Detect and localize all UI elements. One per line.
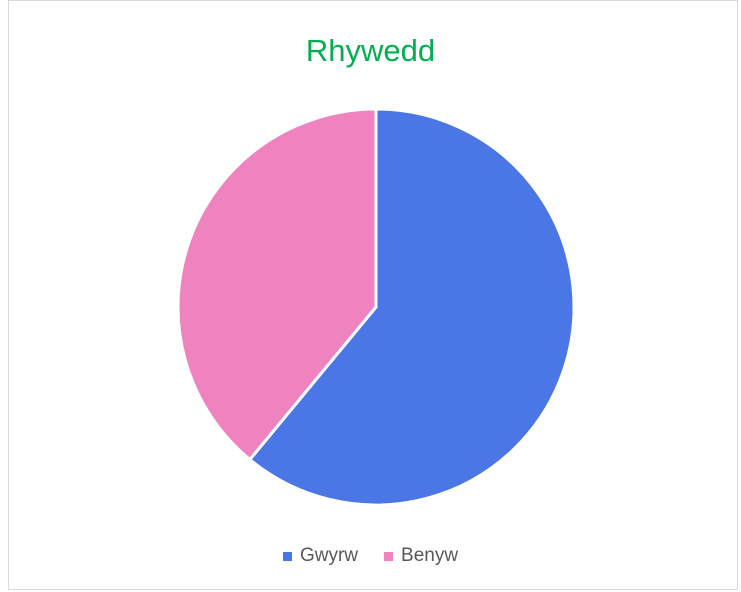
legend-label-benyw: Benyw bbox=[401, 545, 459, 566]
pie-slice-benyw bbox=[176, 107, 378, 462]
chart-legend: Gwyrw Benyw bbox=[0, 545, 741, 567]
legend-item-gwyrw: Gwyrw bbox=[282, 545, 359, 567]
pie-slice-gwyrw bbox=[248, 107, 576, 507]
chart-title: Rhywedd bbox=[305, 33, 436, 68]
legend-label-gwyrw: Gwyrw bbox=[299, 545, 359, 566]
legend-swatch-gwyrw bbox=[282, 551, 292, 561]
legend-swatch-benyw bbox=[384, 551, 394, 561]
legend-item-benyw: Benyw bbox=[384, 545, 458, 567]
pie-slices bbox=[176, 107, 576, 507]
